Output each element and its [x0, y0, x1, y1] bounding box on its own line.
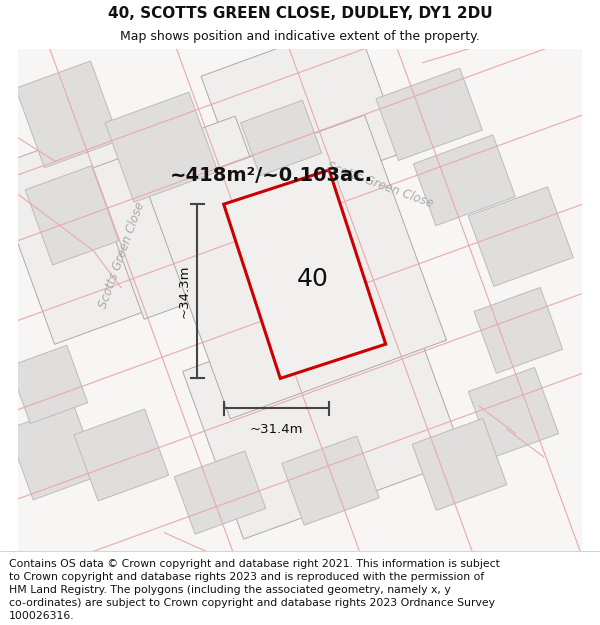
- Polygon shape: [174, 451, 266, 534]
- Polygon shape: [148, 115, 446, 419]
- Polygon shape: [469, 368, 559, 458]
- Text: Contains OS data © Crown copyright and database right 2021. This information is : Contains OS data © Crown copyright and d…: [9, 559, 500, 569]
- Polygon shape: [468, 187, 573, 286]
- Text: Scotts Green Close: Scotts Green Close: [96, 201, 147, 311]
- Polygon shape: [376, 68, 482, 161]
- Polygon shape: [241, 100, 322, 176]
- Text: ~31.4m: ~31.4m: [250, 424, 303, 436]
- Text: Map shows position and indicative extent of the property.: Map shows position and indicative extent…: [120, 30, 480, 43]
- Text: HM Land Registry. The polygons (including the associated geometry, namely x, y: HM Land Registry. The polygons (includin…: [9, 585, 451, 595]
- Text: ~34.3m: ~34.3m: [178, 264, 191, 318]
- Polygon shape: [224, 170, 386, 378]
- Polygon shape: [25, 166, 119, 265]
- Polygon shape: [413, 135, 515, 226]
- Polygon shape: [282, 436, 379, 525]
- Polygon shape: [74, 409, 169, 501]
- Polygon shape: [0, 119, 187, 344]
- Text: 40, SCOTTS GREEN CLOSE, DUDLEY, DY1 2DU: 40, SCOTTS GREEN CLOSE, DUDLEY, DY1 2DU: [107, 6, 493, 21]
- Polygon shape: [474, 288, 563, 373]
- Text: ~418m²/~0.103ac.: ~418m²/~0.103ac.: [170, 166, 373, 185]
- Polygon shape: [89, 116, 290, 319]
- Text: 100026316.: 100026316.: [9, 611, 74, 621]
- Text: to Crown copyright and database rights 2023 and is reproduced with the permissio: to Crown copyright and database rights 2…: [9, 572, 484, 582]
- Polygon shape: [182, 291, 464, 539]
- Polygon shape: [10, 345, 88, 424]
- Text: co-ordinates) are subject to Crown copyright and database rights 2023 Ordnance S: co-ordinates) are subject to Crown copyr…: [9, 598, 495, 608]
- Polygon shape: [412, 419, 507, 511]
- Polygon shape: [201, 20, 404, 209]
- Polygon shape: [7, 405, 100, 500]
- Polygon shape: [16, 61, 119, 168]
- Text: Scotts Green Close: Scotts Green Close: [325, 159, 435, 210]
- Text: 40: 40: [296, 267, 328, 291]
- Polygon shape: [105, 92, 218, 202]
